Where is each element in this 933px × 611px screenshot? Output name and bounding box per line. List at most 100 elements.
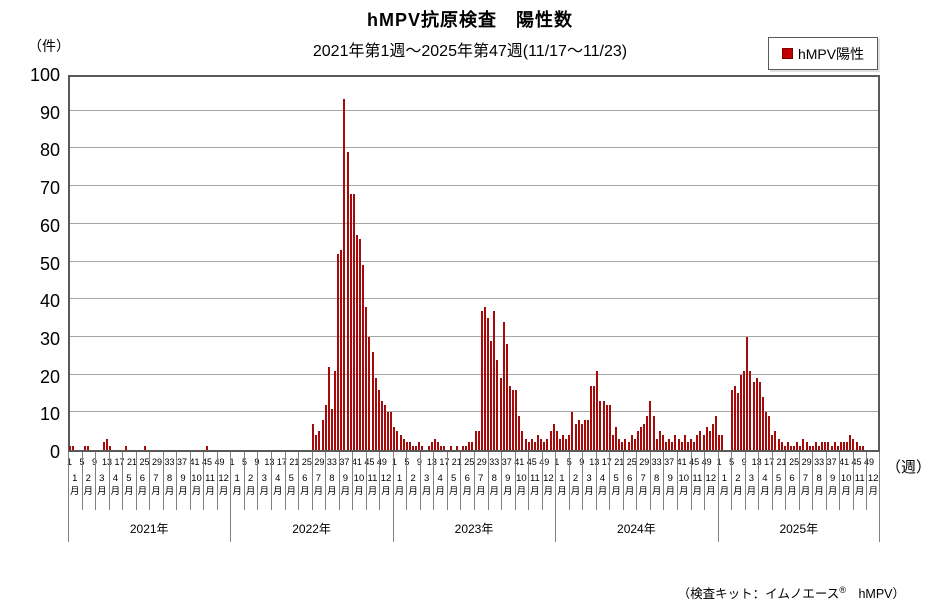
month-separator bbox=[460, 452, 462, 510]
bar bbox=[533, 442, 536, 450]
bar bbox=[318, 431, 321, 450]
bar bbox=[465, 446, 468, 450]
month-number: 7 bbox=[802, 473, 809, 484]
bar bbox=[649, 401, 652, 450]
week-label: 29 bbox=[151, 457, 163, 467]
month-label: 10 月 bbox=[677, 473, 691, 509]
week-label: 17 bbox=[114, 457, 125, 467]
bar bbox=[387, 412, 390, 450]
bar bbox=[368, 336, 371, 450]
week-label: 45 bbox=[851, 457, 862, 467]
month-number: 3 bbox=[261, 473, 267, 484]
week-label: 13 bbox=[426, 457, 437, 467]
chart-title: hMPV抗原検査 陽性数 bbox=[366, 10, 573, 30]
bar bbox=[708, 431, 711, 450]
bar bbox=[705, 427, 708, 450]
month-unit: 月 bbox=[584, 485, 594, 497]
bar bbox=[377, 389, 380, 450]
bar bbox=[674, 434, 677, 450]
month-number: 11 bbox=[367, 473, 378, 484]
month-number: 2 bbox=[248, 473, 254, 484]
week-label: 1 bbox=[554, 457, 560, 467]
bar bbox=[324, 404, 327, 450]
bar bbox=[352, 193, 355, 450]
bar bbox=[818, 446, 821, 450]
month-number: 1 bbox=[72, 473, 78, 484]
chart-subtitle: 2021年第1週～2025年第47週(11/17～11/23) bbox=[312, 43, 628, 60]
month-number: 9 bbox=[342, 473, 349, 484]
month-unit: 月 bbox=[191, 485, 202, 497]
bar bbox=[515, 389, 518, 450]
week-label: 17 bbox=[764, 457, 775, 467]
month-separator bbox=[595, 452, 597, 510]
month-unit: 月 bbox=[300, 485, 310, 497]
bar bbox=[383, 404, 386, 450]
legend-swatch-icon bbox=[781, 48, 793, 59]
month-separator bbox=[298, 452, 300, 510]
month-number: 4 bbox=[599, 473, 606, 484]
month-number: 7 bbox=[640, 473, 646, 484]
month-label: 10 月 bbox=[190, 473, 204, 509]
bar bbox=[527, 442, 530, 450]
month-unit: 月 bbox=[218, 485, 229, 497]
month-number: 2 bbox=[85, 473, 91, 484]
month-number: 10 bbox=[516, 473, 527, 484]
month-separator bbox=[176, 452, 178, 510]
bar bbox=[765, 412, 767, 450]
bar bbox=[349, 193, 352, 450]
bar bbox=[565, 438, 568, 450]
bar bbox=[693, 442, 696, 450]
week-label: 13 bbox=[589, 457, 600, 467]
bar bbox=[749, 370, 752, 450]
bar bbox=[821, 442, 824, 450]
month-number: 7 bbox=[478, 473, 484, 484]
grid-line bbox=[70, 147, 878, 149]
bar bbox=[593, 385, 596, 450]
week-label: 37 bbox=[664, 457, 675, 467]
bar bbox=[408, 442, 411, 450]
grid-line bbox=[70, 185, 878, 187]
bar bbox=[752, 382, 755, 450]
week-label: 29 bbox=[639, 457, 650, 467]
y-tick-label: 70 bbox=[39, 178, 60, 199]
bar bbox=[827, 442, 830, 450]
week-label: 33 bbox=[651, 457, 662, 467]
bar bbox=[596, 370, 599, 450]
month-separator bbox=[474, 452, 475, 510]
bar bbox=[499, 378, 502, 450]
bar bbox=[586, 419, 589, 450]
bar bbox=[846, 442, 849, 450]
bar bbox=[580, 423, 583, 450]
bar bbox=[380, 401, 383, 450]
bar bbox=[84, 446, 87, 450]
month-separator bbox=[568, 452, 570, 510]
month-separator bbox=[189, 452, 191, 510]
week-label: 21 bbox=[614, 457, 625, 467]
month-number: 5 bbox=[126, 473, 132, 484]
month-separator bbox=[122, 452, 124, 510]
month-number: 8 bbox=[166, 473, 173, 484]
month-unit: 月 bbox=[232, 485, 242, 497]
month-number: 3 bbox=[423, 473, 430, 484]
month-unit: 月 bbox=[530, 485, 540, 497]
month-unit: 月 bbox=[557, 485, 567, 497]
month-number: 12 bbox=[380, 473, 392, 484]
bar bbox=[415, 446, 418, 450]
week-label: 29 bbox=[801, 457, 812, 467]
week-label: 25 bbox=[301, 457, 312, 467]
month-label: 11 月 bbox=[366, 473, 380, 509]
month-separator bbox=[744, 452, 746, 510]
month-unit: 月 bbox=[665, 485, 675, 497]
